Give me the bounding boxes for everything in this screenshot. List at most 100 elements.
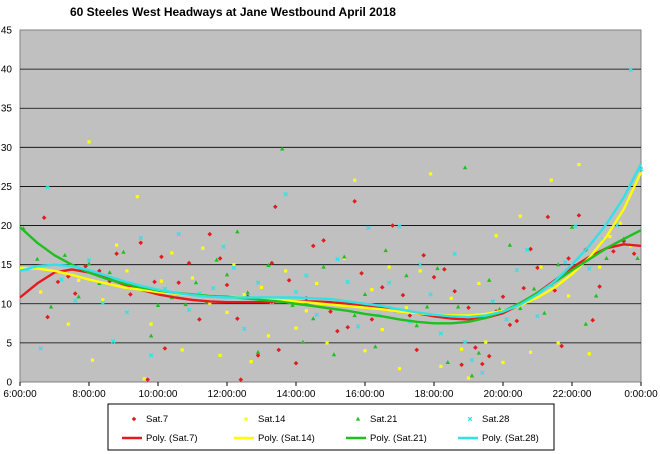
data-point-sat-7: [273, 204, 278, 210]
data-point-sat-28: [86, 257, 92, 263]
data-point-sat-28: [314, 312, 319, 317]
data-point-sat-14: [142, 377, 146, 381]
data-point-sat-21: [121, 249, 126, 254]
data-point-sat-28: [186, 307, 192, 313]
data-point-sat-28: [72, 298, 78, 303]
data-point-sat-7: [238, 377, 244, 382]
data-point-sat-7: [611, 249, 616, 254]
data-point-sat-14: [387, 265, 391, 269]
data-point-sat-28: [210, 285, 216, 291]
data-point-sat-7: [328, 309, 333, 314]
data-point-sat-21: [280, 146, 285, 151]
data-point-sat-28: [462, 339, 468, 345]
data-point-sat-14: [232, 263, 236, 267]
data-point-sat-21: [593, 293, 599, 298]
data-point-sat-21: [635, 256, 640, 261]
x-tick-label: 22:00:00: [553, 389, 592, 400]
data-point-sat-7: [400, 292, 406, 298]
data-point-sat-14: [87, 140, 91, 144]
data-point-sat-21: [35, 256, 40, 261]
data-point-sat-7: [293, 360, 299, 366]
data-point-sat-28: [514, 267, 520, 273]
data-point-sat-7: [269, 260, 275, 266]
data-point-sat-28: [438, 331, 444, 336]
data-point-sat-7: [97, 268, 102, 274]
data-point-sat-7: [224, 282, 230, 288]
data-point-sat-14: [598, 265, 602, 269]
data-point-sat-21: [214, 257, 219, 262]
data-point-sat-14: [315, 281, 319, 286]
data-point-sat-14: [218, 353, 222, 358]
data-point-sat-7: [552, 288, 558, 293]
data-point-sat-7: [621, 238, 627, 244]
x-tick-label: 18:00:00: [415, 389, 454, 400]
data-point-sat-21: [255, 349, 261, 354]
data-point-sat-7: [421, 252, 426, 258]
data-point-sat-7: [390, 223, 395, 228]
data-point-sat-14: [404, 306, 408, 310]
data-point-sat-21: [462, 165, 468, 170]
data-point-sat-14: [66, 322, 70, 326]
data-point-sat-21: [193, 280, 199, 285]
data-point-sat-14: [566, 294, 571, 298]
data-point-sat-21: [86, 261, 92, 266]
legend: Sat.7 Poly. (Sat.7) Sat.14 Poly. (Sat.14) Sa…: [107, 403, 555, 451]
axes: 0 5 10 15 20 25 30 35 40 45 6:00:00 8:00:00 10:00:00…: [1, 26, 658, 401]
data-point-sat-7: [369, 317, 375, 322]
data-point-sat-7: [217, 256, 223, 261]
data-point-sat-7: [535, 265, 540, 271]
data-point-sat-7: [255, 353, 261, 358]
data-point-sat-28: [176, 231, 181, 237]
y-tick-label: 40: [1, 65, 13, 76]
x-tick-label: 6:00:00: [3, 389, 37, 400]
y-tick-label: 35: [1, 104, 13, 115]
data-point-sat-28: [221, 244, 226, 249]
data-point-sat-21: [542, 310, 547, 315]
data-point-sat-21: [352, 313, 357, 318]
data-point-sat-14: [618, 221, 622, 225]
data-point-sat-28: [231, 265, 237, 271]
data-point-sat-7: [152, 279, 157, 285]
data-point-sat-14: [418, 269, 422, 273]
data-point-sat-7: [114, 251, 119, 257]
data-point-sat-14: [180, 348, 184, 352]
data-point-sat-7: [145, 377, 150, 382]
data-point-sat-21: [583, 321, 588, 326]
data-point-sat-28: [124, 310, 130, 315]
data-point-sat-14: [266, 334, 270, 338]
data-point-sat-7: [72, 291, 78, 296]
data-point-sat-7: [379, 285, 385, 290]
data-points: [21, 67, 644, 382]
data-point-sat-21: [331, 352, 337, 357]
data-point-sat-28: [355, 324, 361, 329]
data-point-sat-14: [353, 178, 357, 182]
legend-trend-label-sat-21: Poly. (Sat.21): [370, 433, 427, 444]
y-tick-label: 25: [1, 182, 13, 193]
data-point-sat-7: [407, 313, 413, 318]
data-point-sat-7: [545, 214, 551, 220]
data-point-sat-14: [201, 246, 205, 250]
data-point-sat-28: [397, 224, 402, 229]
data-point-sat-7: [528, 246, 533, 252]
data-point-sat-28: [417, 262, 423, 267]
plot-area: [19, 29, 642, 383]
data-point-sat-28: [428, 292, 433, 297]
data-point-sat-14: [484, 340, 488, 344]
data-point-sat-28: [100, 300, 106, 306]
data-point-sat-14: [170, 251, 174, 255]
legend-marker-sat-28: [467, 416, 473, 422]
data-point-sat-7: [207, 231, 213, 237]
data-point-sat-21: [155, 302, 161, 307]
trendlines: [19, 163, 643, 325]
x-tick-label: 14:00:00: [277, 389, 316, 400]
legend-label-sat-21: Sat.21: [370, 414, 397, 425]
data-point-sat-14: [439, 364, 443, 368]
data-point-sat-21: [604, 256, 609, 261]
data-point-sat-14: [101, 298, 105, 302]
data-point-sat-14: [539, 265, 543, 269]
data-point-sat-28: [255, 280, 261, 285]
data-point-sat-21: [469, 373, 475, 378]
data-point-sat-21: [76, 294, 81, 299]
